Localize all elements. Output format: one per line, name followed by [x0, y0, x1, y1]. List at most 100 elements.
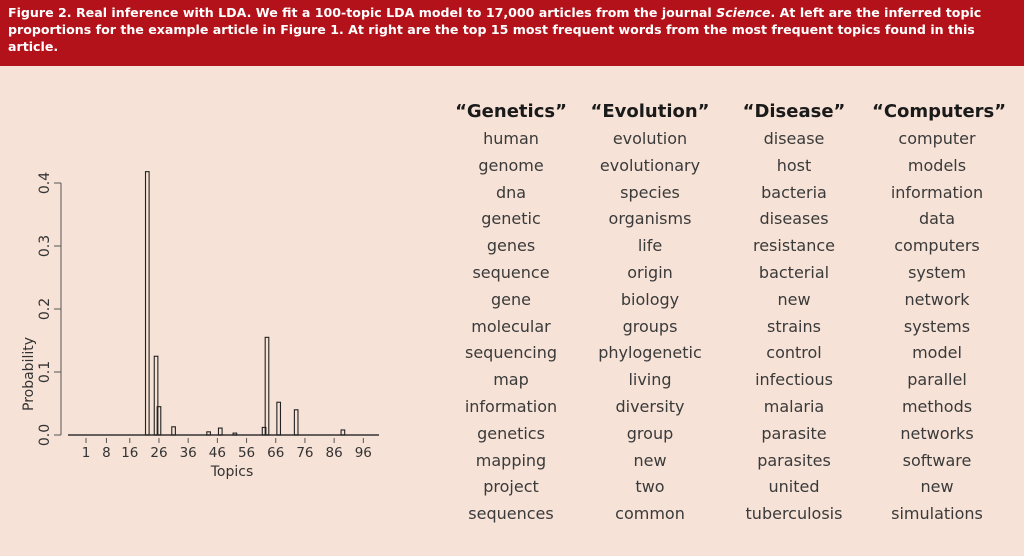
topic-word: parallel — [907, 370, 967, 390]
topic-title: “Computers” — [872, 101, 1007, 122]
topic-word: species — [620, 182, 680, 202]
topic-word: dna — [495, 182, 527, 202]
topic-word: host — [776, 155, 812, 175]
y-tick-label: 0.3 — [37, 235, 53, 257]
x-tick-label: 1 — [82, 445, 91, 461]
bar — [340, 429, 346, 436]
bars — [68, 171, 379, 436]
topic-word: evolution — [612, 129, 688, 148]
topic-word: genetics — [477, 423, 545, 443]
topic-word: bacteria — [761, 182, 827, 202]
topic-word: genome — [478, 155, 544, 175]
bar — [153, 355, 159, 436]
topic-word: sequence — [472, 262, 550, 282]
x-tick-label: 96 — [355, 445, 372, 461]
caption-journal: Science — [716, 5, 771, 20]
caption-prefix: Figure 2. Real inference with LDA. We fi… — [8, 5, 717, 20]
topic-word: mapping — [475, 450, 547, 470]
bar — [206, 431, 211, 436]
bar — [264, 336, 270, 436]
y-axis: 0.0 0.1 0.2 0.3 0.4 — [37, 172, 62, 446]
topic-proportions-chart: 0.0 0.1 0.2 0.3 0.4 1 8 16 26 36 46 56 66 76 86 96 Top… — [21, 171, 379, 480]
topic-word: infectious — [755, 370, 833, 390]
topic-word: computer — [898, 129, 976, 148]
topic-word: computers — [894, 236, 980, 256]
topic-word: model — [912, 343, 962, 363]
topic-word: diversity — [615, 396, 685, 416]
y-axis-label: Probability — [21, 337, 37, 411]
bar — [144, 171, 150, 436]
bar — [217, 427, 223, 436]
topic-word: systems — [903, 316, 971, 336]
topic-word: gene — [491, 289, 531, 309]
x-tick-label: 76 — [296, 445, 313, 461]
topic-word: common — [615, 504, 685, 524]
topic-word: networks — [900, 423, 974, 443]
topic-word: new — [777, 289, 811, 309]
topic-word: genes — [486, 236, 536, 256]
topic-word: origin — [627, 262, 673, 282]
topic-word: molecular — [471, 316, 551, 336]
topic-word: map — [493, 370, 529, 390]
topic-word: two — [635, 477, 665, 497]
topic-word: parasites — [757, 450, 831, 470]
topic-word: control — [766, 343, 822, 363]
bar — [293, 409, 299, 436]
topic-word: sequencing — [465, 343, 557, 363]
topic-word: models — [907, 155, 967, 175]
x-axis: 1 8 16 26 36 46 56 66 76 86 96 — [82, 438, 372, 461]
topic-title: “Genetics” — [455, 101, 567, 122]
topic-word: diseases — [759, 209, 829, 229]
topic-word: tuberculosis — [745, 504, 843, 524]
topic-column-computers: “Computers” computer models information … — [872, 98, 1007, 528]
topic-word: genetic — [481, 209, 541, 229]
topic-word: methods — [901, 396, 973, 416]
topic-word: living — [628, 370, 672, 390]
topic-word: disease — [763, 129, 825, 148]
x-axis-label: Topics — [210, 464, 254, 480]
topic-word: sequences — [468, 504, 554, 524]
topic-word: information — [890, 182, 984, 202]
topic-word: organisms — [608, 209, 692, 229]
topic-column-evolution: “Evolution” evolution evolutionary speci… — [586, 98, 714, 528]
bar — [171, 426, 176, 436]
topic-column-disease: “Disease” disease host bacteria diseases… — [734, 98, 854, 528]
x-tick-label: 26 — [150, 445, 167, 461]
x-tick-label: 56 — [238, 445, 255, 461]
topic-word: software — [902, 450, 972, 470]
y-tick-label: 0.1 — [37, 361, 53, 383]
topic-word: united — [768, 477, 820, 497]
topic-word: data — [918, 209, 956, 229]
x-tick-label: 36 — [180, 445, 197, 461]
topic-word: phylogenetic — [598, 343, 702, 363]
topic-word: network — [904, 289, 970, 309]
topic-column-genetics: “Genetics” human genome dna genetic gene… — [451, 98, 571, 528]
topic-word: resistance — [752, 236, 836, 256]
topic-word: evolutionary — [599, 155, 701, 175]
x-tick-label: 16 — [121, 445, 138, 461]
y-tick-label: 0.4 — [37, 172, 53, 194]
topic-word: life — [637, 236, 663, 256]
x-tick-label: 86 — [326, 445, 343, 461]
figure-caption: Figure 2. Real inference with LDA. We fi… — [0, 0, 1024, 66]
topic-word: project — [483, 477, 539, 497]
topic-word: new — [633, 450, 667, 470]
bar — [232, 432, 238, 436]
topic-title: “Disease” — [742, 101, 846, 122]
topic-word: new — [920, 477, 954, 497]
topic-word: human — [483, 129, 539, 148]
caption-suffix: . At left are the inferred topic proport… — [8, 5, 982, 54]
topic-word: malaria — [763, 396, 825, 416]
topic-word: strains — [767, 316, 821, 336]
x-tick-label: 8 — [102, 445, 111, 461]
topic-word: groups — [622, 316, 678, 336]
topic-title: “Evolution” — [590, 101, 710, 122]
topic-word: biology — [620, 289, 680, 309]
topic-word: parasite — [761, 423, 827, 443]
topic-word: system — [908, 262, 966, 282]
topic-word: information — [464, 396, 558, 416]
topic-word: simulations — [891, 504, 983, 524]
bar — [261, 426, 267, 436]
topic-word: group — [626, 423, 674, 443]
topic-word: bacterial — [758, 262, 830, 282]
